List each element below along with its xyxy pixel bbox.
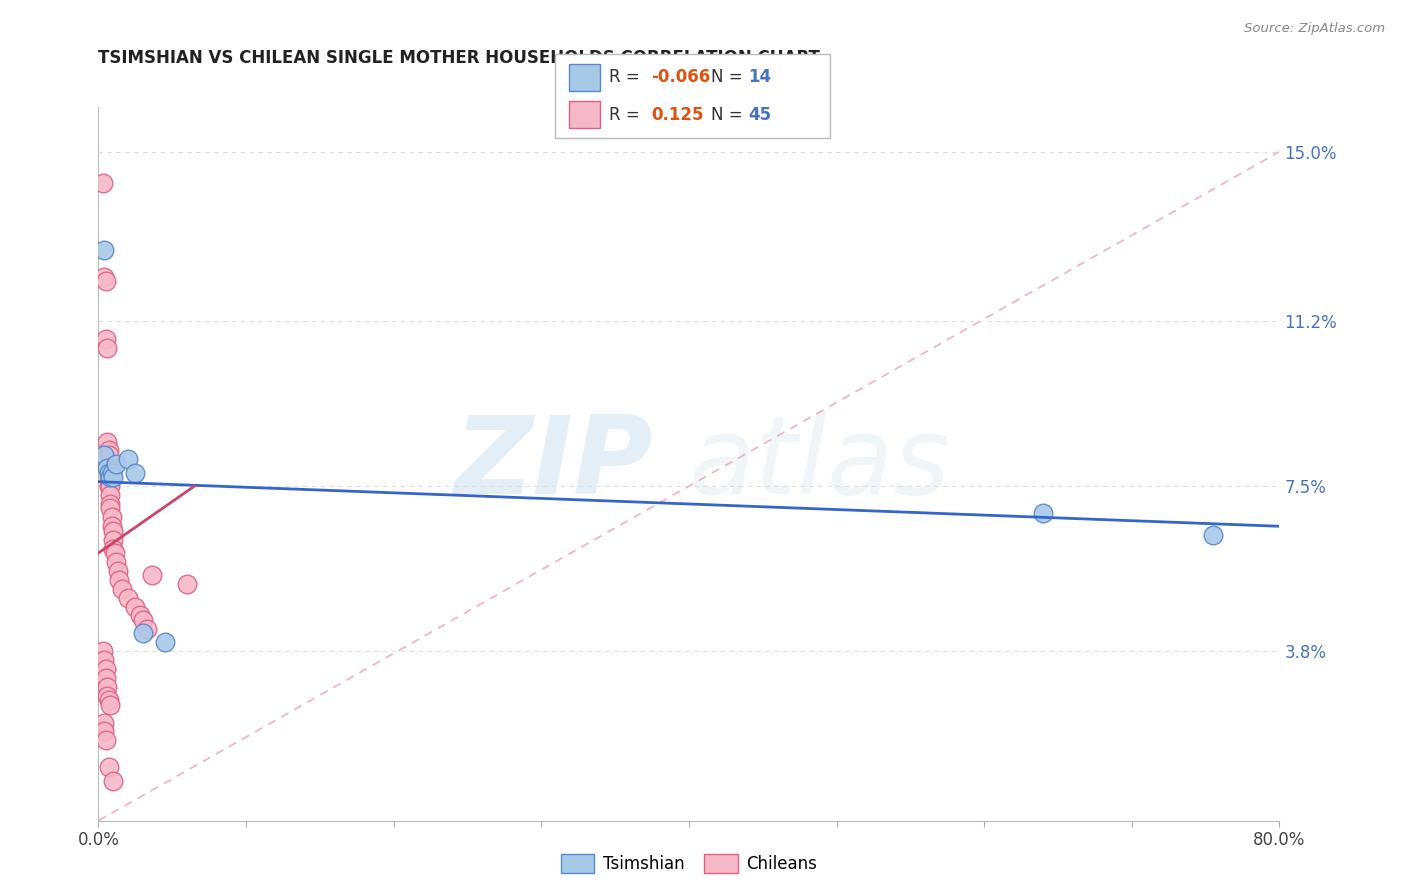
Point — [97, 443, 120, 458]
Point — [111, 582, 134, 596]
Point — [98, 479, 121, 493]
Point — [97, 479, 120, 493]
Point — [153, 635, 176, 649]
Text: 14: 14 — [748, 69, 770, 87]
Point — [117, 452, 139, 467]
Point — [105, 457, 128, 471]
Point — [132, 613, 155, 627]
Text: N =: N = — [711, 105, 748, 123]
Point — [128, 608, 150, 623]
Point — [96, 341, 118, 355]
Point — [94, 662, 117, 676]
Point — [97, 448, 120, 462]
Point — [1202, 528, 1225, 542]
Point — [93, 243, 115, 257]
Text: TSIMSHIAN VS CHILEAN SINGLE MOTHER HOUSEHOLDS CORRELATION CHART: TSIMSHIAN VS CHILEAN SINGLE MOTHER HOUSE… — [98, 49, 820, 67]
Point — [124, 466, 146, 480]
Point — [98, 497, 121, 511]
Text: ZIP: ZIP — [456, 411, 654, 516]
Point — [1032, 506, 1054, 520]
Point — [103, 533, 125, 547]
Point — [97, 693, 120, 707]
Point — [96, 680, 118, 694]
Point — [94, 274, 117, 288]
Point — [93, 653, 115, 667]
Point — [93, 715, 115, 730]
Point — [103, 524, 125, 538]
Point — [96, 461, 118, 475]
Text: 0.125: 0.125 — [651, 105, 703, 123]
Text: atlas: atlas — [689, 411, 950, 516]
Point — [97, 466, 120, 480]
Point — [103, 541, 125, 556]
Point — [96, 434, 118, 449]
Point — [176, 577, 198, 591]
Point — [94, 733, 117, 747]
Point — [97, 760, 120, 774]
Text: Source: ZipAtlas.com: Source: ZipAtlas.com — [1244, 22, 1385, 36]
Text: R =: R = — [609, 69, 645, 87]
Point — [94, 332, 117, 346]
Point — [94, 671, 117, 685]
Point — [100, 519, 122, 533]
Point — [117, 591, 139, 605]
Point — [91, 644, 114, 658]
Point — [100, 466, 122, 480]
Point — [108, 573, 131, 587]
Legend: Tsimshian, Chileans: Tsimshian, Chileans — [554, 847, 824, 880]
Point — [107, 564, 129, 578]
Text: N =: N = — [711, 69, 748, 87]
Point — [98, 501, 121, 516]
Point — [93, 724, 115, 739]
Text: 45: 45 — [748, 105, 770, 123]
Text: R =: R = — [609, 105, 650, 123]
Point — [141, 568, 163, 582]
Point — [103, 470, 125, 484]
Point — [136, 622, 159, 636]
Point — [103, 773, 125, 788]
Point — [98, 698, 121, 712]
Point — [132, 626, 155, 640]
Point — [105, 555, 128, 569]
Text: -0.066: -0.066 — [651, 69, 710, 87]
Point — [96, 689, 118, 703]
Point — [97, 470, 120, 484]
Point — [98, 470, 121, 484]
Point — [124, 599, 146, 614]
Point — [98, 488, 121, 502]
Point — [97, 461, 120, 475]
Point — [104, 546, 127, 560]
Point — [91, 176, 114, 190]
Point — [93, 269, 115, 284]
Point — [93, 448, 115, 462]
Point — [100, 510, 122, 524]
